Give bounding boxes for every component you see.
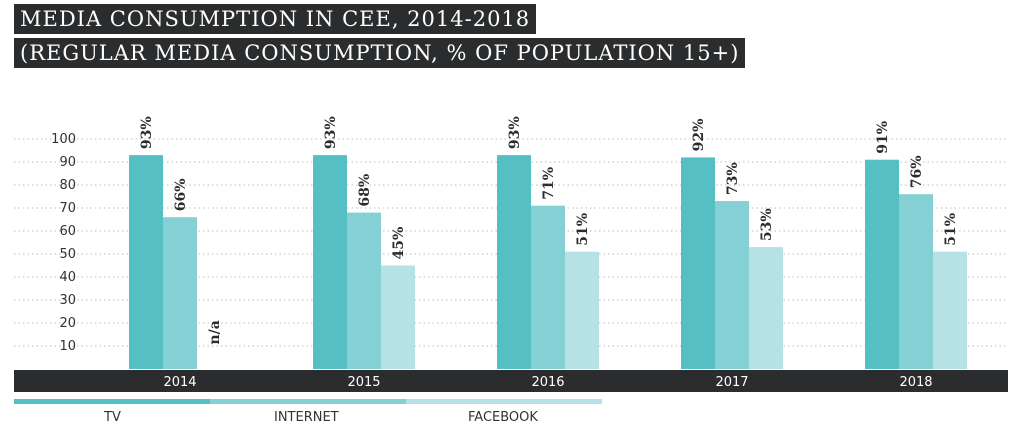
- chart-title-line-1: MEDIA CONSUMPTION IN CEE, 2014-2018: [14, 4, 537, 34]
- y-tick-label: 60: [59, 224, 76, 239]
- legend-label-tv: TV: [103, 410, 121, 425]
- bar-facebook-2016: [565, 251, 599, 369]
- chart-title-line-2: (REGULAR MEDIA CONSUMPTION, % OF POPULAT…: [14, 38, 746, 68]
- bar-internet-2014: [163, 217, 197, 369]
- x-tick-label: 2014: [163, 375, 196, 390]
- y-tick-label: 50: [59, 247, 76, 262]
- data-label-tv-2017: 92%: [691, 119, 707, 152]
- x-tick-label: 2017: [715, 375, 748, 390]
- data-label-facebook-2018: 51%: [943, 213, 959, 246]
- bar-internet-2015: [347, 212, 381, 369]
- bar-facebook-2015: [381, 265, 415, 369]
- y-tick-label: 70: [59, 201, 76, 216]
- bar-tv-2015: [313, 155, 347, 369]
- bar-tv-2016: [497, 155, 531, 369]
- bar-internet-2017: [715, 201, 749, 369]
- data-label-internet-2016: 71%: [541, 167, 557, 200]
- y-tick-label: 80: [59, 178, 76, 193]
- bar-tv-2017: [681, 157, 715, 369]
- bar-tv-2014: [129, 155, 163, 369]
- legend-label-internet: INTERNET: [274, 410, 339, 425]
- data-label-tv-2015: 93%: [323, 116, 339, 149]
- x-axis-band: 2014 2015 2016 2017 2018: [14, 370, 1008, 392]
- x-tick-label: 2018: [899, 375, 932, 390]
- data-label-internet-2017: 73%: [725, 162, 741, 195]
- legend-swatch-tv: [14, 399, 210, 404]
- x-tick-label: 2015: [347, 375, 380, 390]
- bar-internet-2018: [899, 194, 933, 369]
- bar-internet-2016: [531, 205, 565, 369]
- legend-swatch-internet: [210, 399, 406, 404]
- legend-label-facebook: FACEBOOK: [468, 410, 538, 425]
- data-label-internet-2018: 76%: [909, 155, 925, 188]
- data-label-facebook-2016: 51%: [575, 213, 591, 246]
- legend: TV INTERNET FACEBOOK: [14, 399, 602, 425]
- data-labels: 93% 66% n/a 93% 68% 45% 93% 71% 51% 92% 73% 53% 91% 7…: [139, 116, 959, 344]
- bar-tv-2018: [865, 159, 899, 369]
- y-tick-label: 30: [59, 293, 76, 308]
- legend-swatch-facebook: [406, 399, 602, 404]
- y-tick-label: 90: [59, 155, 76, 170]
- data-label-tv-2016: 93%: [507, 116, 523, 149]
- y-tick-label: 20: [59, 316, 76, 331]
- y-tick-label: 10: [59, 339, 76, 354]
- bars: [129, 155, 967, 369]
- y-tick-label: 40: [59, 270, 76, 285]
- data-label-facebook-2015: 45%: [391, 227, 407, 260]
- data-label-facebook-2017: 53%: [759, 208, 775, 241]
- x-axis-band-bg: [14, 370, 1008, 392]
- y-tick-label: 100: [51, 132, 76, 147]
- bar-facebook-2017: [749, 247, 783, 369]
- data-label-tv-2014: 93%: [139, 116, 155, 149]
- data-label-internet-2015: 68%: [357, 174, 373, 207]
- x-tick-label: 2016: [531, 375, 564, 390]
- bar-facebook-2018: [933, 251, 967, 369]
- data-label-facebook-2014: n/a: [207, 320, 223, 344]
- data-label-tv-2018: 91%: [875, 121, 891, 154]
- data-label-internet-2014: 66%: [173, 178, 189, 211]
- y-axis-ticks: 10 20 30 40 50 60 70 80 90 100: [51, 132, 76, 354]
- gridlines: [14, 138, 1008, 347]
